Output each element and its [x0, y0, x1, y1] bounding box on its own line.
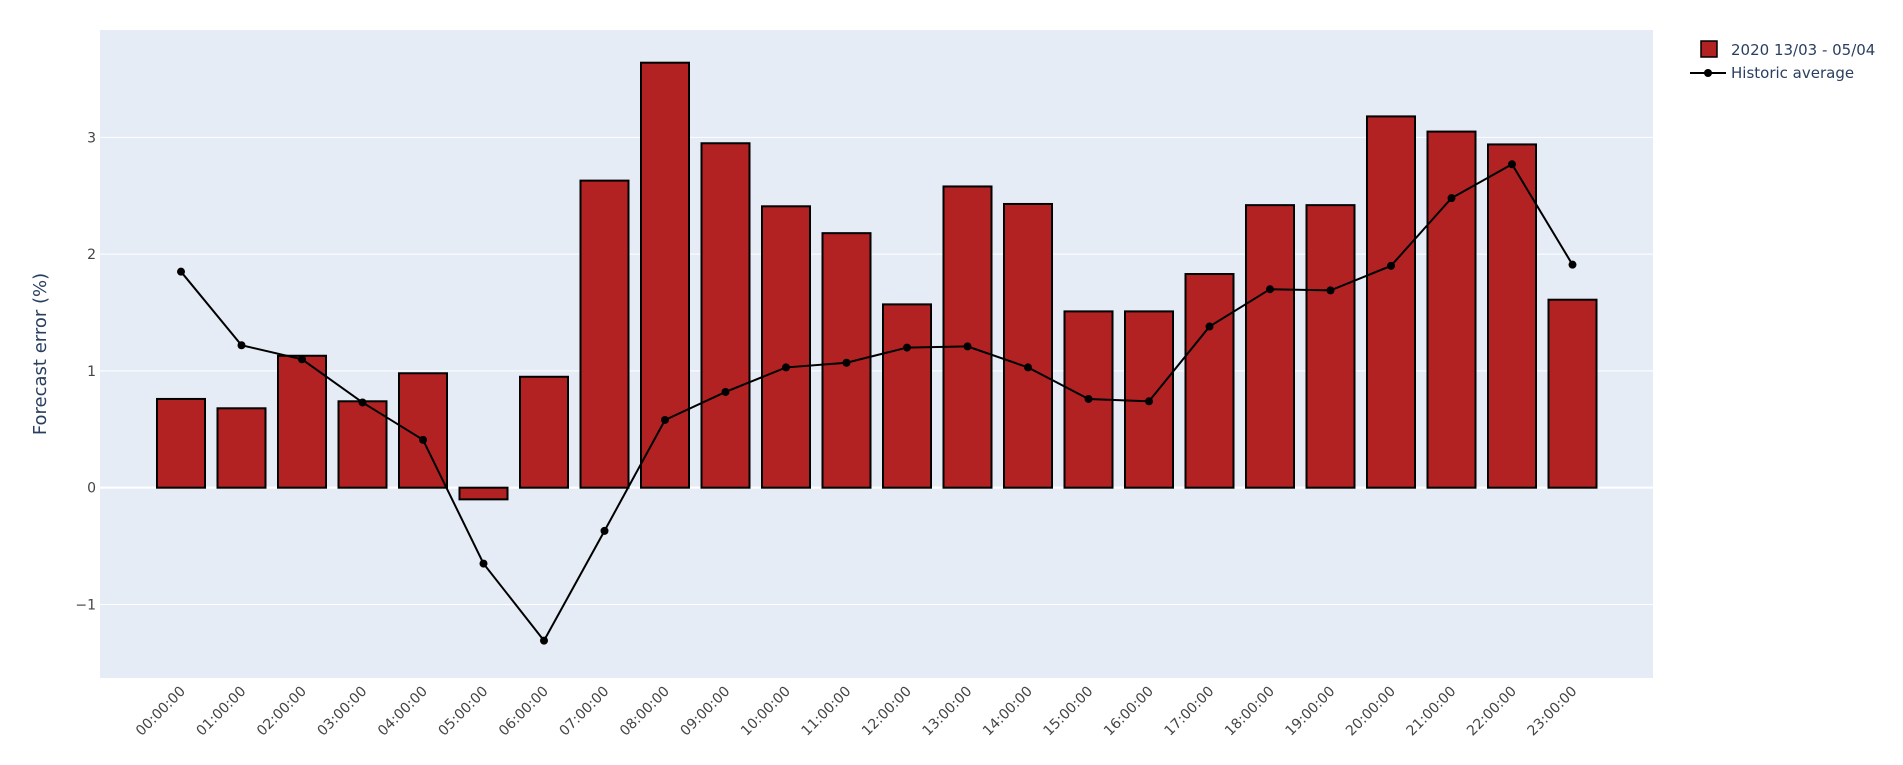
line-point[interactable] — [177, 267, 185, 276]
bar[interactable] — [1547, 298, 1598, 489]
line-point[interactable] — [1568, 260, 1577, 269]
line-point[interactable] — [479, 559, 488, 568]
bar[interactable] — [1003, 202, 1053, 489]
bar[interactable] — [1487, 143, 1537, 489]
line-point[interactable] — [1387, 261, 1395, 270]
x-tick-label: 21:00:00 — [1404, 684, 1460, 740]
bar[interactable] — [337, 400, 388, 489]
bar[interactable] — [1426, 130, 1477, 489]
x-tick-label: 22:00:00 — [1464, 684, 1520, 740]
bar[interactable] — [942, 185, 993, 489]
x-tick-label: 18:00:00 — [1222, 684, 1278, 740]
bar[interactable] — [458, 486, 509, 501]
x-tick-label: 00:00:00 — [133, 684, 189, 740]
line-point[interactable] — [1447, 194, 1456, 203]
line-point[interactable] — [963, 342, 972, 351]
line-point[interactable] — [358, 398, 367, 407]
line-point[interactable] — [1084, 394, 1093, 403]
bar[interactable] — [216, 407, 267, 489]
line-point[interactable] — [1508, 160, 1516, 169]
x-tick-label: 16:00:00 — [1101, 684, 1157, 740]
x-tick-label: 02:00:00 — [254, 684, 310, 740]
bar[interactable] — [700, 142, 751, 489]
x-tick-label: 15:00:00 — [1041, 684, 1097, 740]
line-point[interactable] — [661, 415, 669, 424]
bar[interactable] — [156, 397, 206, 489]
bar[interactable] — [761, 205, 811, 489]
legend-bar-swatch — [1700, 40, 1718, 58]
y-tick-label: 0 — [87, 481, 96, 497]
x-tick-label: 17:00:00 — [1162, 684, 1218, 740]
bar[interactable] — [519, 375, 569, 489]
line-point[interactable] — [298, 355, 306, 364]
line-point[interactable] — [842, 358, 851, 367]
line-point[interactable] — [540, 636, 548, 645]
bar[interactable] — [1184, 273, 1235, 489]
historic-average-line — [180, 162, 1574, 643]
x-tick-label: 08:00:00 — [617, 684, 673, 740]
y-axis-ticks: −1 0 1 2 3 — [75, 130, 96, 613]
x-tick-label: 04:00:00 — [375, 684, 431, 740]
x-tick-label: 12:00:00 — [859, 684, 915, 740]
line-point[interactable] — [1145, 397, 1153, 406]
legend-line-marker — [1704, 69, 1712, 77]
line-point[interactable] — [903, 343, 911, 352]
line-point[interactable] — [1024, 363, 1032, 372]
plot-area — [100, 30, 1653, 678]
x-tick-label: 23:00:00 — [1525, 684, 1581, 740]
line-point[interactable] — [1266, 285, 1274, 294]
x-tick-label: 14:00:00 — [980, 684, 1036, 740]
legend-item-line[interactable]: Historic average — [1690, 64, 1854, 82]
y-tick-label: 1 — [87, 364, 96, 380]
bar[interactable] — [579, 179, 630, 489]
x-tick-label: 01:00:00 — [194, 684, 250, 740]
line-point[interactable] — [782, 363, 790, 372]
line-point[interactable] — [600, 526, 609, 535]
y-axis-label: Forecast error (%) — [30, 273, 51, 435]
y-tick-label: 2 — [87, 247, 96, 263]
line-point[interactable] — [419, 435, 427, 444]
y-tick-label: 3 — [87, 130, 96, 146]
x-tick-label: 07:00:00 — [557, 684, 613, 740]
bar[interactable] — [882, 303, 932, 489]
x-tick-label: 05:00:00 — [436, 684, 492, 740]
x-tick-label: 09:00:00 — [678, 684, 734, 740]
line-series — [177, 160, 1577, 645]
line-point[interactable] — [1326, 286, 1335, 295]
x-tick-label: 10:00:00 — [738, 684, 794, 740]
legend-item-bar[interactable]: 2020 13/03 - 05/04 — [1700, 40, 1875, 59]
bar[interactable] — [1305, 204, 1356, 489]
x-tick-label: 03:00:00 — [315, 684, 371, 740]
y-tick-label: −1 — [75, 597, 96, 613]
x-tick-label: 19:00:00 — [1283, 684, 1339, 740]
bar[interactable] — [1245, 204, 1295, 489]
bar[interactable] — [277, 354, 327, 489]
x-tick-label: 13:00:00 — [920, 684, 976, 740]
line-point[interactable] — [1205, 322, 1214, 331]
legend[interactable]: 2020 13/03 - 05/04 Historic average — [1690, 40, 1875, 82]
legend-bar-label: 2020 13/03 - 05/04 — [1731, 41, 1875, 59]
line-point[interactable] — [237, 341, 246, 350]
x-tick-label: 20:00:00 — [1343, 684, 1399, 740]
legend-line-label: Historic average — [1731, 64, 1854, 82]
x-tick-label: 11:00:00 — [799, 684, 855, 740]
line-point[interactable] — [721, 387, 730, 396]
bar[interactable] — [1366, 115, 1416, 489]
x-axis-ticks: 00:00:00 01:00:00 02:00:00 03:00:00 04:00:00… — [133, 684, 1580, 740]
x-tick-label: 06:00:00 — [496, 684, 552, 740]
